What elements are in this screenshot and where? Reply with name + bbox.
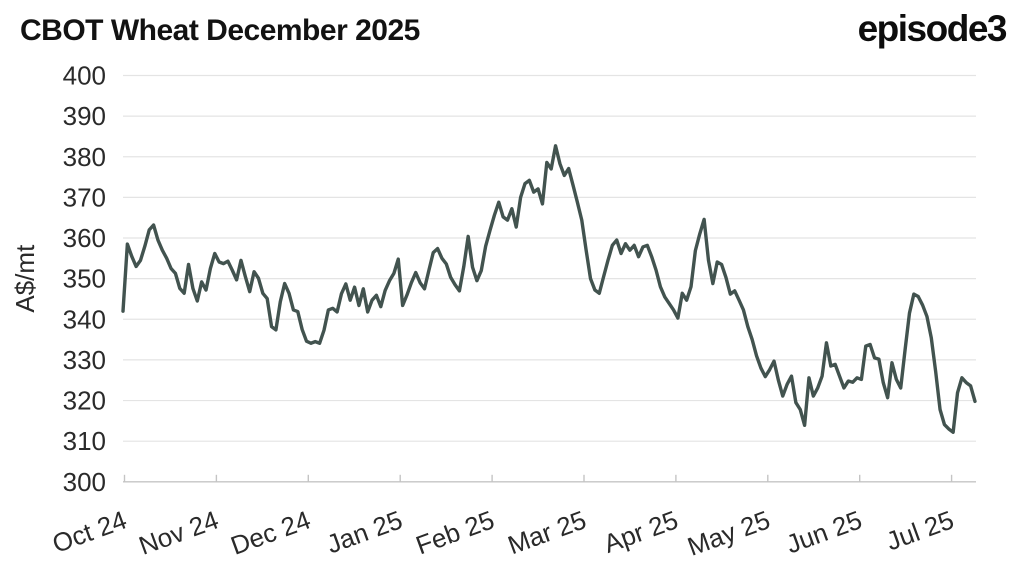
x-tick-label: Jun 25 bbox=[782, 504, 866, 559]
y-tick-label: 340 bbox=[63, 304, 106, 334]
x-tick-label: Oct 24 bbox=[48, 504, 130, 558]
x-tick-label: Jul 25 bbox=[882, 504, 957, 556]
y-tick-labels: 300 310 320 330 340 350 360 370 380 390 400 bbox=[63, 61, 106, 497]
x-tick-label: Feb 25 bbox=[412, 504, 498, 560]
price-line bbox=[121, 144, 977, 434]
x-tick-label: Apr 25 bbox=[600, 504, 682, 558]
chart-title: CBOT Wheat December 2025 bbox=[20, 14, 420, 47]
y-axis-title: A$/mt bbox=[10, 244, 40, 313]
x-tick-label: Dec 24 bbox=[227, 504, 315, 560]
x-tick-label: Nov 24 bbox=[135, 504, 223, 560]
y-tick-label: 390 bbox=[63, 101, 106, 131]
y-tick-label: 360 bbox=[63, 223, 106, 253]
y-tick-label: 300 bbox=[63, 467, 106, 497]
x-ticks bbox=[123, 474, 953, 482]
y-tick-label: 370 bbox=[63, 182, 106, 212]
y-tick-label: 330 bbox=[63, 345, 106, 375]
x-tick-label: May 25 bbox=[683, 504, 773, 561]
x-tick-labels: Oct 24 Nov 24 Dec 24 Jan 25 Feb 25 Mar 25 Apr … bbox=[48, 504, 957, 561]
y-tick-label: 320 bbox=[63, 386, 106, 416]
y-tick-label: 310 bbox=[63, 426, 106, 456]
y-gridlines bbox=[123, 74, 976, 483]
x-tick-label: Mar 25 bbox=[504, 504, 590, 560]
x-tick-label: Jan 25 bbox=[323, 504, 407, 559]
episode3-logo: episode3 bbox=[857, 8, 1008, 49]
y-tick-label: 400 bbox=[63, 61, 106, 91]
y-tick-label: 350 bbox=[63, 264, 106, 294]
y-tick-label: 380 bbox=[63, 142, 106, 172]
